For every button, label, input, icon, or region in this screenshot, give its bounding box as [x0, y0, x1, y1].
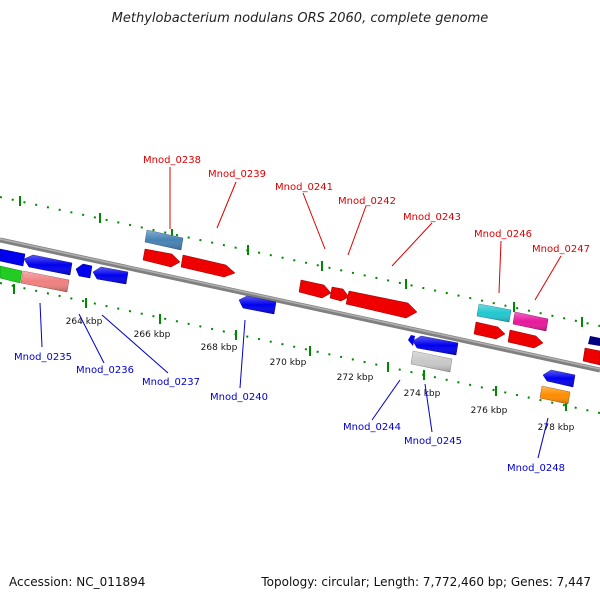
- gene-label[interactable]: Mnod_0244: [343, 422, 401, 433]
- gene-label[interactable]: Mnod_0236: [76, 365, 134, 376]
- gene-label[interactable]: Mnod_0247: [532, 244, 590, 255]
- gene-red-b[interactable]: [507, 329, 544, 349]
- topology-text: Topology: circular; Length: 7,772,460 bp…: [260, 575, 591, 589]
- gene-mnod-0239b[interactable]: [180, 254, 236, 278]
- outer-major-ticks: [19, 196, 583, 327]
- accession-text: Accession: NC_011894: [9, 575, 145, 589]
- genome-backbone: [0, 237, 600, 373]
- gene-label[interactable]: Mnod_0245: [404, 436, 462, 447]
- kbp-label: 278 kbp: [538, 423, 575, 433]
- map-title: Methylobacterium nodulans ORS 2060, comp…: [112, 11, 489, 26]
- gene-mnod-0239[interactable]: [142, 248, 181, 268]
- forward-gene-labels: Mnod_0238 Mnod_0239 Mnod_0241 Mnod_0242 …: [143, 155, 590, 255]
- gene-mnod-0241[interactable]: [298, 279, 332, 299]
- kbp-label: 264 kbp: [66, 317, 103, 327]
- gene-label[interactable]: Mnod_0246: [474, 229, 532, 240]
- gene-mnod-0237a[interactable]: [75, 263, 93, 279]
- gene-label[interactable]: Mnod_0235: [14, 352, 72, 363]
- gene-navy[interactable]: [588, 336, 600, 346]
- gene-label[interactable]: Mnod_0243: [403, 212, 461, 223]
- gene-label[interactable]: Mnod_0241: [275, 182, 333, 193]
- reverse-gene-labels: Mnod_0235 Mnod_0236 Mnod_0237 Mnod_0240 …: [14, 352, 565, 474]
- gene-red-c[interactable]: [582, 347, 600, 366]
- gene-blue-edge[interactable]: [0, 248, 26, 267]
- gene-label[interactable]: Mnod_0237: [142, 377, 200, 388]
- forward-genes: [142, 229, 600, 366]
- gene-label[interactable]: Mnod_0239: [208, 169, 266, 180]
- kbp-label: 272 kbp: [337, 373, 374, 383]
- gene-label[interactable]: Mnod_0242: [338, 196, 396, 207]
- kbp-labels: 264 kbp 266 kbp 268 kbp 270 kbp 272 kbp …: [66, 317, 575, 433]
- gene-mnod-0243[interactable]: [345, 290, 418, 319]
- kbp-label: 274 kbp: [404, 389, 441, 399]
- kbp-label: 270 kbp: [270, 358, 307, 368]
- kbp-label: 276 kbp: [471, 406, 508, 416]
- gene-red-a[interactable]: [473, 321, 506, 340]
- gene-label[interactable]: Mnod_0248: [507, 463, 565, 474]
- gene-mnod-0242[interactable]: [329, 286, 350, 302]
- gene-mnod-0244a[interactable]: [408, 335, 415, 346]
- kbp-label: 266 kbp: [134, 330, 171, 340]
- inner-major-ticks: [13, 284, 567, 411]
- gene-green[interactable]: [0, 265, 23, 284]
- gene-label[interactable]: Mnod_0240: [210, 392, 268, 403]
- kbp-label: 268 kbp: [201, 343, 238, 353]
- reverse-genes: [0, 248, 576, 405]
- leader-lines: [39, 167, 562, 459]
- gene-label[interactable]: Mnod_0238: [143, 155, 201, 166]
